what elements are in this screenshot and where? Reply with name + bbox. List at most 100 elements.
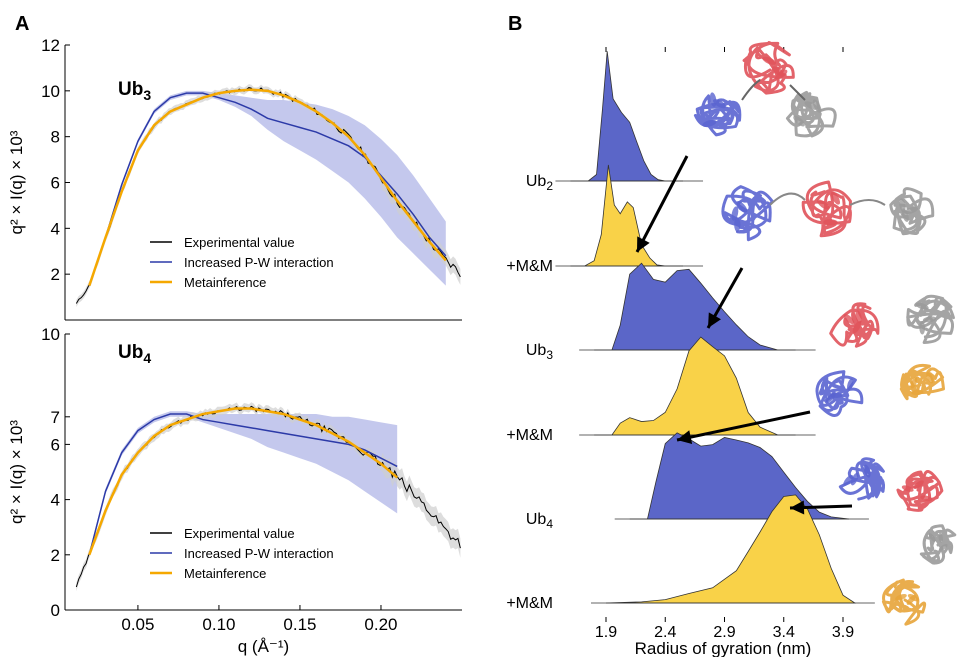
legend: Experimental value Increased P-W interact…: [150, 526, 334, 581]
chart-ub4-profile: 0 2 4 6 7 10 0.05 0.10 0.15 0.20 Ub4 q² × I(q) × 10…: [7, 325, 462, 656]
ribbon-strand: [721, 185, 774, 242]
ribbon-helix: [901, 208, 909, 222]
x-axis-label: Radius of gyration (nm): [635, 639, 812, 657]
chart-annotation: Ub3: [118, 79, 151, 103]
protein-ub4-blue: [838, 457, 886, 501]
legend-label: Experimental value: [184, 235, 295, 250]
x-tick-label: 0.15: [283, 615, 316, 634]
rg-density-2: [594, 262, 796, 351]
ribbon-strand: [906, 294, 955, 344]
protein-ub3-grey: [906, 294, 955, 344]
ridge-label-subscript: 2: [546, 179, 553, 193]
pw-uncertainty-band: [89, 411, 398, 558]
pointer-arrow: [635, 155, 689, 253]
panel-a: A 2 4 6 8 10 12 Ub3 q² × I(q) × 10³ Experimental…: [7, 13, 462, 656]
protein-ub2mm-blue: [721, 185, 774, 242]
ribbon-strand: [919, 524, 957, 565]
ribbon-helix: [915, 302, 929, 310]
chart-ub3-profile: 2 4 6 8 10 12 Ub3 q² × I(q) × 10³ Experimental v…: [7, 36, 462, 321]
ribbon-strand: [785, 90, 837, 138]
legend-label: Increased P-W interaction: [184, 255, 334, 270]
protein-ub2-blue: [693, 92, 742, 137]
rg-density-3: [594, 336, 796, 436]
ribbon-helix: [762, 56, 777, 65]
protein-ub2-red: [742, 41, 795, 95]
x-tick-label: 3.4: [773, 624, 795, 641]
x-axis-label: q (Å⁻¹): [238, 637, 289, 656]
y-tick-label: 10: [41, 325, 60, 344]
x-tick-label: 2.4: [654, 624, 676, 641]
legend-label: Increased P-W interaction: [184, 546, 334, 561]
ribbon-helix: [772, 66, 785, 77]
ribbon-helix: [812, 99, 822, 113]
ribbon-strand: [881, 578, 927, 626]
protein-ub2-grey: [785, 90, 837, 138]
y-tick-label: 7: [51, 408, 60, 427]
ridge-label: Ub3: [526, 342, 553, 362]
ribbon-strand: [693, 94, 742, 137]
annotation-subscript: 3: [143, 87, 151, 103]
ribbon-helix: [901, 485, 914, 492]
ribbon-strand: [742, 41, 795, 95]
panel-b-letter: B: [508, 13, 522, 35]
y-tick-label: 6: [51, 435, 60, 454]
ridge-label: +M&M: [506, 258, 553, 275]
pointer-arrow: [676, 410, 811, 444]
ribbon-strand: [801, 180, 852, 238]
ribbon-helix: [863, 464, 871, 478]
y-axis-label: q² × I(q) × 10³: [7, 420, 26, 524]
ribbon-helix: [793, 115, 805, 127]
x-tick-label: 0.05: [121, 615, 154, 634]
ribbon-helix: [938, 544, 948, 551]
ribbon-helix: [843, 474, 854, 486]
linker: [741, 79, 806, 101]
ribbon-helix: [713, 99, 726, 109]
ribbon-helix: [850, 472, 859, 486]
legend-label: Metainference: [184, 275, 266, 290]
ribbon-helix: [919, 321, 926, 335]
x-tick-label: 0.10: [202, 615, 235, 634]
y-tick-label: 12: [41, 36, 60, 55]
y-tick-label: 2: [51, 546, 60, 565]
protein-ub2mm-grey: [889, 187, 935, 236]
protein-ub4-orange: [881, 578, 927, 626]
ridge-label-subscript: 3: [546, 348, 553, 362]
x-tick-label: 0.20: [364, 615, 397, 634]
ribbon-helix: [843, 313, 855, 325]
y-tick-label: 4: [51, 491, 60, 510]
ridge-label: +M&M: [506, 595, 553, 612]
annotation-subscript: 4: [143, 350, 151, 366]
chart-rg-distributions: Ub2 +M&M Ub3 +M&M Ub4 +M&M 1.9 2.4 2.9 3.4 3.9 Radi…: [506, 47, 875, 657]
protein-ub4-red: [896, 470, 944, 512]
ribbon-strand: [889, 187, 935, 236]
rg-density-5: [605, 494, 857, 604]
y-tick-label: 0: [51, 601, 60, 620]
protein-ub3-red: [829, 302, 880, 348]
panel-b: B Ub2 +M&M Ub3 +M&M Ub4 +M&M 1.9 2.4 2.9 3.4 3.9 Ra…: [506, 13, 957, 657]
y-tick-label: 4: [51, 219, 60, 238]
protein-ub2mm-red: [801, 180, 852, 238]
metainference-series-line: [88, 88, 447, 287]
arrow-shaft: [635, 155, 689, 253]
ribbon-helix: [926, 372, 934, 384]
ribbon-helix: [913, 480, 924, 489]
y-tick-label: 2: [51, 265, 60, 284]
y-tick-label: 8: [51, 128, 60, 147]
ribbon-helix: [895, 593, 907, 601]
ribbon-helix: [823, 219, 838, 226]
ribbon-strand: [896, 470, 944, 512]
ribbon-helix: [911, 389, 924, 396]
legend-label: Metainference: [184, 566, 266, 581]
ribbon-helix: [736, 200, 748, 213]
ribbon-helix: [922, 316, 937, 323]
pw-interaction-series-line: [88, 413, 398, 555]
arrow-head: [677, 430, 693, 444]
ribbon-strand: [838, 457, 886, 501]
ribbon-helix: [904, 206, 918, 215]
ribbon-helix: [817, 199, 830, 210]
y-tick-label: 10: [41, 82, 60, 101]
pw-uncertainty-band: [89, 90, 446, 288]
protein-ub3-blue: [815, 370, 864, 417]
ribbon-helix: [830, 191, 841, 205]
